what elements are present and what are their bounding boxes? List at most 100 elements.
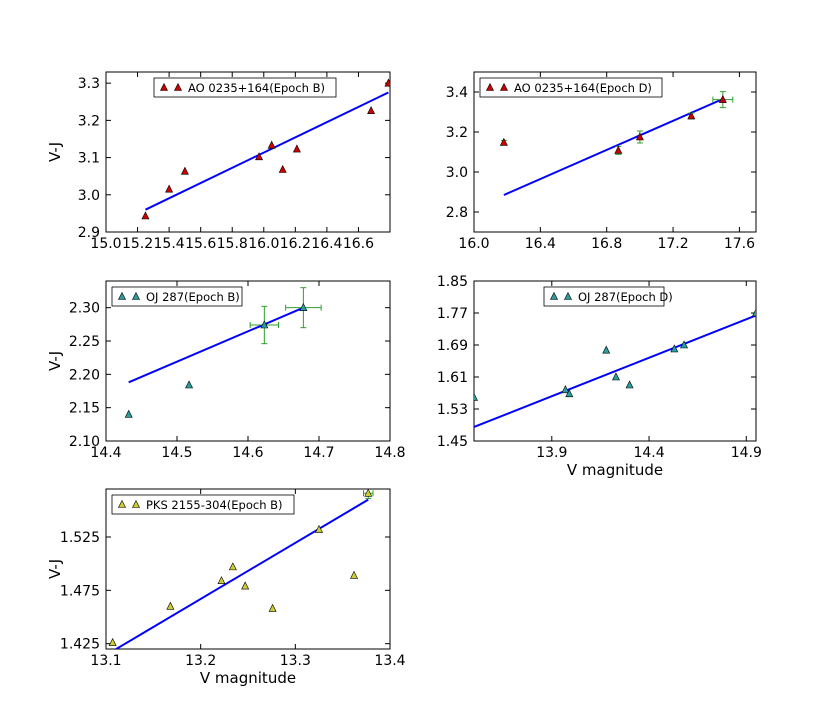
x-tick-label: 16.0 — [458, 236, 489, 252]
data-point — [268, 603, 277, 612]
y-tick-label: 1.475 — [60, 583, 100, 599]
x-tick-label: 15.2 — [122, 236, 153, 252]
data-point — [124, 409, 133, 418]
data-point — [166, 601, 175, 610]
chart-panel-4: 13.9 14.4 14.9 1.45 1.53 1.61 1.69 1.77 1.85 V ma… — [437, 274, 762, 479]
data-point — [561, 385, 570, 394]
data-point — [315, 524, 323, 533]
legend-marker — [118, 499, 126, 508]
data-point — [299, 302, 308, 311]
fit-line — [474, 314, 756, 428]
y-tick-label: 3.2 — [446, 125, 468, 141]
x-tick-label: 14.5 — [161, 445, 192, 461]
y-tick-label: 2.25 — [69, 334, 100, 350]
y-tick-label: 3.0 — [78, 188, 100, 204]
x-tick-label: 15.8 — [217, 236, 248, 252]
legend-box — [153, 77, 337, 98]
chart-panel-2: 16.0 16.4 16.8 17.2 17.6 2.8 3.0 3.2 3.4 AO 0235+… — [446, 71, 757, 252]
legend: AO 0235+164(Epoch D) — [479, 77, 663, 98]
data-point — [752, 308, 756, 317]
data-point — [185, 380, 194, 389]
legend-box — [111, 494, 295, 515]
y-axis-label: V-J — [46, 351, 64, 371]
legend-marker — [500, 82, 508, 91]
data-point — [278, 164, 287, 173]
legend-marker — [132, 499, 140, 508]
data-point — [241, 581, 250, 590]
x-tick-label: 16.4 — [525, 236, 556, 252]
x-tick-label: 14.8 — [374, 445, 405, 461]
y-tick-label: 3.1 — [78, 151, 100, 167]
x-tick-label: 15.6 — [185, 236, 216, 252]
legend-label: OJ 287(Epoch B) — [146, 290, 240, 304]
x-tick-label: 13.2 — [185, 653, 216, 669]
x-axis-label: V magnitude — [567, 461, 663, 479]
data-point — [217, 576, 226, 585]
axes-frame — [105, 71, 391, 233]
y-tick-label: 2.10 — [69, 434, 100, 450]
x-tick-label: 14.4 — [90, 445, 121, 461]
x-tick-label: 13.3 — [280, 653, 311, 669]
data-point — [680, 340, 689, 349]
fit-line — [503, 98, 724, 196]
data-point — [565, 389, 574, 398]
data-point — [718, 94, 727, 103]
y-tick-label: 3.4 — [446, 85, 468, 101]
data-point — [635, 132, 644, 141]
x-axis-label: V magnitude — [200, 669, 296, 687]
data-point — [670, 344, 679, 353]
legend: OJ 287(Epoch B) — [111, 286, 243, 307]
y-tick-label: 1.53 — [437, 402, 468, 418]
x-tick-label: 14.9 — [731, 445, 762, 461]
data-point — [228, 562, 237, 571]
legend-marker — [564, 291, 572, 300]
data-point — [141, 211, 150, 220]
legend-label: AO 0235+164(Epoch D) — [514, 81, 652, 95]
y-tick-label: 1.77 — [437, 306, 468, 322]
axes-frame — [105, 488, 391, 650]
legend-marker — [550, 291, 558, 300]
y-axis-label: V-J — [46, 142, 64, 162]
data-point — [614, 145, 623, 154]
axes-frame — [473, 280, 757, 442]
y-tick-label: 1.425 — [60, 637, 100, 653]
y-tick-label: 1.85 — [437, 274, 468, 290]
x-tick-label: 14.6 — [232, 445, 263, 461]
data-point — [255, 152, 264, 161]
data-point — [611, 372, 620, 381]
legend-marker — [132, 291, 140, 300]
x-tick-label: 16.4 — [311, 236, 342, 252]
chart-panel-3: 14.4 14.5 14.6 14.7 14.8 2.10 2.15 2.20 2.25 2.30… — [46, 280, 406, 461]
x-tick-label: 13.9 — [536, 445, 567, 461]
fit-line — [128, 306, 304, 384]
legend-marker — [160, 82, 168, 91]
y-tick-label: 3.2 — [78, 113, 100, 129]
data-point — [267, 140, 276, 149]
y-tick-label: 2.20 — [69, 367, 100, 383]
y-tick-label: 3.0 — [446, 165, 468, 181]
chart-panel-1: 15.0 15.2 15.4 15.6 15.8 16.0 16.2 16.4 16.6 2.9 3… — [46, 71, 391, 252]
chart-panel-5: 13.1 13.2 13.3 13.4 1.425 1.475 1.525 V-J V magn… — [46, 488, 406, 687]
data-point — [180, 166, 189, 175]
y-tick-label: 3.3 — [78, 76, 100, 92]
x-tick-label: 15.0 — [90, 236, 121, 252]
legend: OJ 287(Epoch D) — [543, 286, 673, 307]
y-tick-label: 1.69 — [437, 338, 468, 354]
data-point — [499, 137, 508, 146]
data-point — [350, 570, 359, 579]
y-tick-label: 2.9 — [78, 225, 100, 241]
x-tick-label: 15.4 — [154, 236, 185, 252]
legend-box — [543, 286, 665, 307]
data-point — [625, 380, 634, 389]
x-tick-label: 13.1 — [90, 653, 121, 669]
x-tick-label: 17.2 — [657, 236, 688, 252]
data-point — [260, 320, 269, 329]
x-tick-label: 16.0 — [248, 236, 279, 252]
legend-marker — [118, 291, 126, 300]
x-tick-label: 14.4 — [633, 445, 664, 461]
fit-line — [145, 91, 389, 211]
y-tick-label: 1.61 — [437, 370, 468, 386]
y-tick-label: 2.30 — [69, 301, 100, 317]
y-tick-label: 2.15 — [69, 401, 100, 417]
